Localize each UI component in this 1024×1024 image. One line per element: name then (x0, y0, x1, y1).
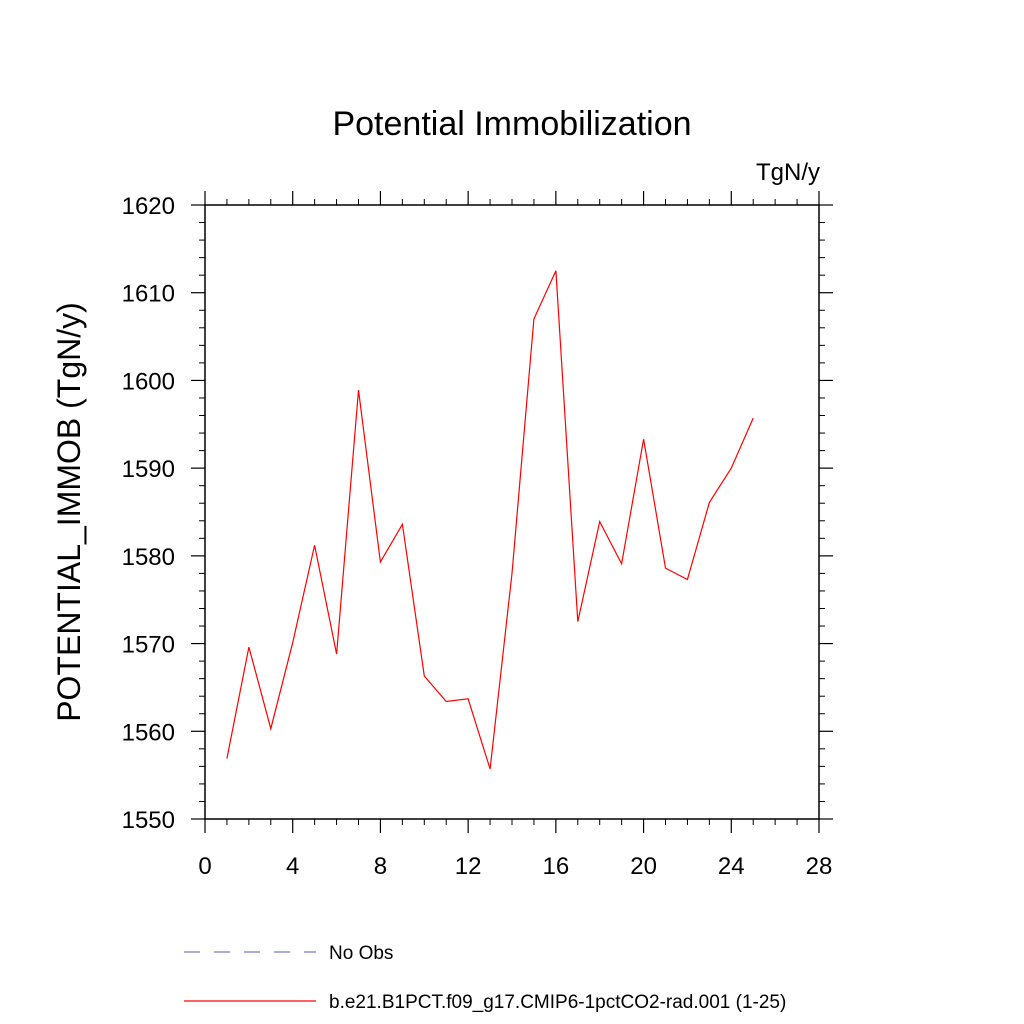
y-tick-label: 1580 (122, 544, 175, 571)
x-tick-label: 4 (286, 853, 299, 880)
x-tick-label: 0 (198, 853, 211, 880)
y-tick-label: 1600 (122, 368, 175, 395)
x-tick-label: 8 (374, 853, 387, 880)
plot-frame (204, 204, 820, 820)
axis-ticks (191, 191, 833, 833)
legend-label: No Obs (329, 943, 393, 964)
units-label: TgN/y (756, 159, 820, 186)
x-tick-label: 24 (718, 853, 745, 880)
x-tick-label: 20 (630, 853, 657, 880)
series-line-0 (226, 270, 754, 770)
x-tick-labels: 0 4 8 12 16 20 24 28 (198, 853, 832, 880)
y-tick-label: 1570 (122, 632, 175, 659)
legend: No Obs b.e21.B1PCT.f09_g17.CMIP6-1pctCO2-… (184, 943, 786, 1013)
y-tick-label: 1550 (122, 807, 175, 834)
y-axis-label: POTENTIAL_IMMOB (TgN/y) (51, 302, 87, 722)
y-tick-label: 1620 (122, 193, 175, 220)
chart-title: Potential Immobilization (332, 105, 691, 143)
y-tick-labels: 1550 1560 1570 1580 1590 1600 1610 1620 (122, 193, 175, 834)
y-tick-label: 1590 (122, 456, 175, 483)
series-group (226, 270, 754, 770)
x-tick-label: 28 (806, 853, 833, 880)
legend-label: b.e21.B1PCT.f09_g17.CMIP6-1pctCO2-rad.00… (329, 992, 786, 1013)
x-tick-label: 16 (543, 853, 570, 880)
y-tick-label: 1560 (122, 719, 175, 746)
x-tick-label: 12 (455, 853, 482, 880)
y-tick-label: 1610 (122, 281, 175, 308)
